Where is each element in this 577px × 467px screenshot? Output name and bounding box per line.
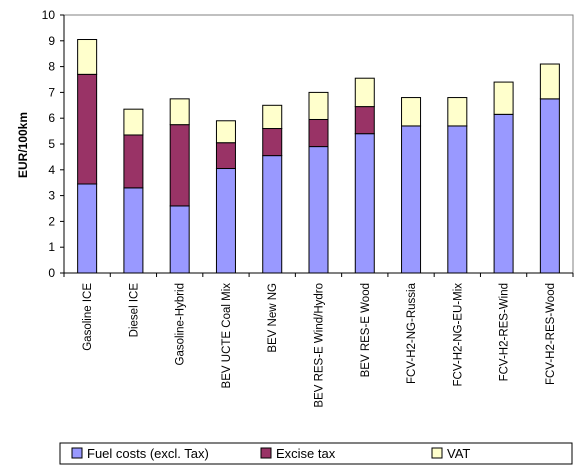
bar-segment-fuel-costs-excl-tax <box>493 113 514 274</box>
category-label: BEV RES-E Wood <box>360 283 372 377</box>
category-label: FCV-H2-RES-Wind <box>499 283 511 381</box>
category-label: Gasoline-Hybrid <box>175 283 187 365</box>
bar-segment-fuel-costs-excl-tax <box>539 98 560 274</box>
y-tick-label: 3 <box>48 189 55 203</box>
bar-segment-vat <box>308 91 329 120</box>
bar-segment-fuel-costs-excl-tax <box>447 125 468 274</box>
legend-swatch <box>431 447 443 459</box>
x-axis: Gasoline ICE Diesel ICE Gasoline-Hybrid BEV… <box>63 272 574 408</box>
legend-swatch <box>71 447 83 459</box>
category-label: FCV-H2-RES-Wood <box>545 283 557 385</box>
y-tick-label: 8 <box>48 60 55 74</box>
bar-segment-vat <box>77 39 98 75</box>
category-label: BEV RES-E Wind/Hydro <box>314 283 326 408</box>
y-tick-label: 4 <box>48 163 55 177</box>
bar-segment-excise-tax <box>77 73 98 185</box>
bar-segment-fuel-costs-excl-tax <box>77 183 98 274</box>
y-tick-label: 1 <box>48 240 55 254</box>
legend-swatch <box>260 447 272 459</box>
bar-segment-vat <box>123 108 144 136</box>
bar-segment-vat <box>401 97 422 127</box>
legend: Fuel costs (excl. Tax) Excise tax VAT <box>59 442 573 465</box>
y-tick-label: 9 <box>48 34 55 48</box>
bar-segment-vat <box>354 77 375 108</box>
y-tick-label: 10 <box>42 8 56 22</box>
category-label: Diesel ICE <box>128 283 140 338</box>
bar-segment-excise-tax <box>169 124 190 207</box>
y-tick-label: 6 <box>48 111 55 125</box>
bar-segment-excise-tax <box>123 134 144 189</box>
bar-segment-fuel-costs-excl-tax <box>215 168 236 274</box>
bar-segment-fuel-costs-excl-tax <box>169 205 190 274</box>
bar-segment-fuel-costs-excl-tax <box>123 187 144 274</box>
y-axis: 0 1 2 3 4 5 6 7 8 9 10 <box>42 8 65 280</box>
bar-segment-vat <box>262 104 283 130</box>
bar-segment-excise-tax <box>354 106 375 135</box>
category-label: FCV-H2-NG-Russia <box>406 282 418 384</box>
category-label: BEV New NG <box>267 283 279 353</box>
bar-segment-excise-tax <box>262 128 283 157</box>
bar-segment-vat <box>169 98 190 126</box>
y-tick-label: 2 <box>48 214 55 228</box>
bar-segment-fuel-costs-excl-tax <box>354 133 375 274</box>
category-label: FCV-H2-NG-EU-Mix <box>452 283 464 387</box>
bar-segment-vat <box>447 97 468 127</box>
legend-label: Excise tax <box>276 446 336 461</box>
y-tick-label: 7 <box>48 85 55 99</box>
bar-segment-excise-tax <box>308 118 329 148</box>
bar-segment-vat <box>539 63 560 100</box>
bar-segment-vat <box>215 120 236 144</box>
category-label: Gasoline ICE <box>82 283 94 351</box>
bar-segment-fuel-costs-excl-tax <box>262 155 283 274</box>
bar-segment-excise-tax <box>215 142 236 170</box>
legend-label: Fuel costs (excl. Tax) <box>87 446 209 461</box>
y-axis-title: EUR/100km <box>16 112 30 178</box>
y-tick-label: 0 <box>48 266 55 280</box>
legend-label: VAT <box>447 446 470 461</box>
legend-box <box>59 442 573 465</box>
bars <box>77 39 560 274</box>
bar-segment-vat <box>493 81 514 115</box>
category-label: BEV UCTE Coal Mix <box>221 283 233 389</box>
y-tick-label: 5 <box>48 137 55 151</box>
bar-segment-fuel-costs-excl-tax <box>401 125 422 274</box>
bar-segment-fuel-costs-excl-tax <box>308 146 329 274</box>
